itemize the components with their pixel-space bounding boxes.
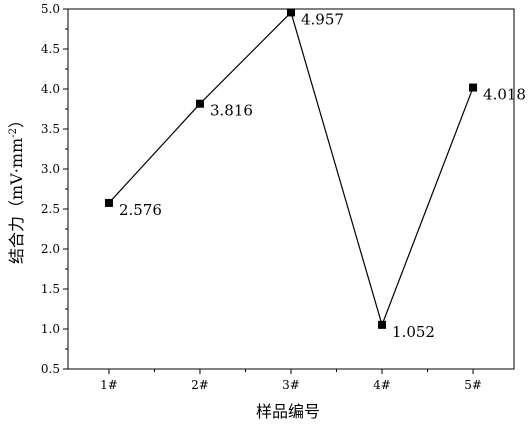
x-tick-label: 5# (464, 378, 482, 392)
y-axis-title: 结合力（mV·mm-2） (7, 112, 26, 264)
series-line (108, 11, 474, 327)
x-tick-label: 2# (191, 378, 209, 392)
y-tick-label: 3.5 (41, 122, 60, 136)
x-axis-title: 样品编号 (256, 402, 320, 421)
data-point-marker (287, 8, 295, 17)
data-label: 1.052 (392, 323, 435, 341)
y-tick-label: 3.0 (41, 162, 60, 176)
y-tick-label: 1.0 (41, 322, 60, 336)
y-tick-label: 4.5 (41, 42, 60, 56)
data-labels: 2.576 3.816 4.957 1.052 4.018 (119, 10, 526, 340)
y-tick-label: 5.0 (41, 2, 60, 16)
y-axis-title-close: ） (7, 112, 26, 128)
data-point-marker (469, 83, 478, 92)
data-point-marker (195, 99, 204, 108)
y-tick-label: 1.5 (41, 282, 60, 296)
y-axis-title-superscript: -2 (8, 128, 19, 138)
plot-frame (67, 8, 515, 370)
y-tick-label: 4.0 (41, 82, 60, 96)
y-tick-label: 2.0 (41, 242, 60, 256)
data-series (104, 8, 478, 329)
x-tick-label: 1# (100, 378, 118, 392)
axes (67, 8, 515, 370)
x-tick-label: 3# (282, 378, 300, 392)
ticks: 0.5 1.0 1.5 2.0 2.5 3.0 3.5 4.0 4.5 5.0 1# 2# 3# 4# 5# (41, 2, 482, 392)
data-label: 4.018 (483, 86, 526, 104)
data-label: 4.957 (301, 10, 344, 28)
data-point-marker (104, 198, 113, 207)
y-tick-label: 2.5 (41, 202, 60, 216)
data-label: 2.576 (119, 201, 162, 219)
y-tick-label: 0.5 (41, 362, 60, 376)
y-axis-title-main: 结合力（mV·mm (7, 138, 26, 264)
data-label: 3.816 (210, 102, 253, 120)
x-tick-label: 4# (373, 378, 391, 392)
data-point-marker (378, 320, 387, 329)
